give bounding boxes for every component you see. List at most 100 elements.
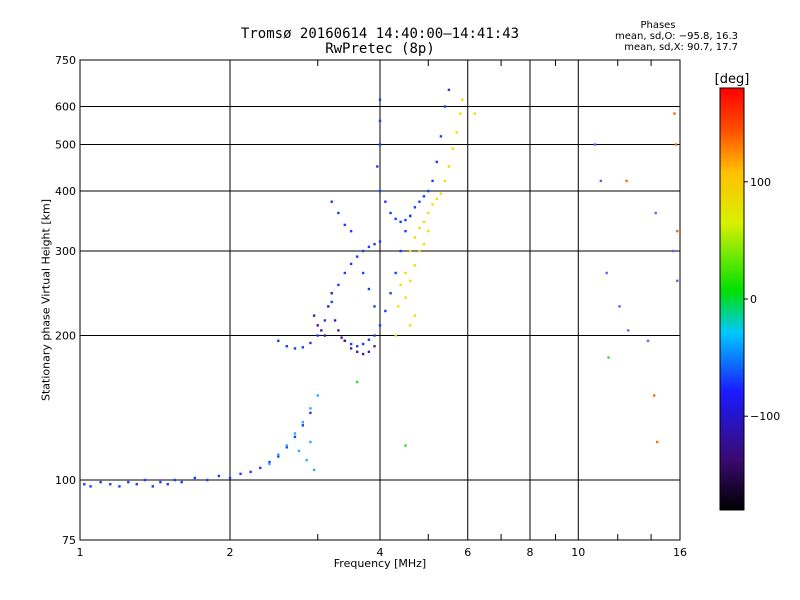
colorbar-unit-label: [deg] (715, 72, 750, 87)
data-point (676, 279, 679, 283)
data-point (239, 472, 242, 476)
data-point (394, 334, 397, 337)
data-point (404, 218, 407, 222)
data-point (376, 165, 379, 168)
data-point (323, 319, 327, 322)
data-points (83, 88, 679, 488)
data-point (193, 476, 197, 480)
x-axis-ticks: 1 2 4 6 8 10 16 (77, 546, 688, 559)
data-point (439, 192, 443, 195)
y-tick-label: 75 (62, 534, 76, 547)
data-point (301, 424, 305, 427)
data-point (343, 271, 347, 275)
data-point (459, 112, 462, 115)
data-point (361, 271, 365, 275)
data-point (378, 240, 382, 243)
data-point (473, 112, 477, 115)
data-point (355, 345, 359, 348)
data-point (673, 112, 676, 115)
data-point (333, 319, 337, 322)
data-point (151, 485, 155, 488)
data-point (427, 189, 430, 193)
data-point (217, 474, 221, 478)
data-point (404, 229, 407, 233)
y-tick-label: 200 (55, 330, 76, 343)
data-point (293, 432, 297, 435)
data-point (399, 220, 402, 224)
data-point (355, 350, 359, 353)
data-point (118, 485, 121, 488)
data-point (378, 324, 382, 327)
data-point (443, 105, 447, 108)
data-point (301, 420, 305, 424)
data-point (277, 453, 280, 456)
data-point (312, 314, 316, 317)
data-point (399, 283, 402, 287)
data-point (349, 347, 353, 350)
x-axis-label: Frequency [MHz] (333, 557, 427, 570)
data-point (327, 305, 330, 308)
data-point (355, 380, 359, 384)
data-point (293, 347, 297, 350)
data-point (316, 324, 319, 327)
data-point (451, 147, 455, 150)
data-point (173, 478, 177, 482)
y-tick-label: 500 (55, 139, 76, 152)
data-point (605, 271, 608, 275)
data-point (413, 264, 417, 267)
colorbar-gradient (719, 87, 745, 511)
data-point (285, 444, 288, 447)
data-point (422, 220, 426, 224)
data-point (337, 283, 340, 287)
data-point (297, 449, 301, 453)
data-point (676, 229, 679, 233)
data-point (330, 200, 333, 203)
data-point (618, 305, 621, 308)
data-point (340, 336, 343, 339)
data-point (422, 195, 426, 198)
data-point (378, 189, 382, 193)
y-axis-label: Stationary phase Virtual Height [km] (39, 198, 53, 402)
data-point (655, 440, 659, 444)
data-point (461, 98, 464, 101)
data-point (309, 407, 312, 410)
data-point (301, 346, 305, 349)
data-point (349, 229, 353, 233)
data-point (394, 217, 397, 221)
data-point (367, 350, 371, 353)
chart-subtitle: RwPretec (8p) (325, 41, 435, 57)
data-point (309, 341, 312, 345)
y-tick-label: 100 (55, 474, 76, 487)
data-point (409, 249, 412, 253)
data-point (268, 462, 271, 466)
data-point (373, 334, 376, 337)
data-point (228, 476, 232, 480)
data-point (83, 483, 86, 486)
plot-frame (79, 59, 681, 541)
data-point (652, 394, 656, 397)
data-point (349, 342, 353, 346)
data-point (109, 483, 112, 486)
data-point (654, 211, 657, 215)
data-point (435, 160, 438, 164)
data-point (316, 334, 319, 337)
colorbar-tick-label: −100 (750, 410, 780, 423)
data-point (394, 271, 397, 275)
y-tick-label: 750 (55, 54, 76, 67)
data-point (268, 460, 271, 464)
data-point (418, 249, 421, 253)
data-point (309, 440, 312, 444)
data-point (305, 458, 308, 462)
grid-lines (80, 60, 680, 540)
data-point (349, 262, 353, 266)
x-tick-label: 2 (227, 546, 234, 559)
colorbar: 100 0 −100 [deg] (715, 72, 780, 511)
phase-heading: Phases (640, 20, 676, 31)
data-point (418, 200, 421, 203)
data-point (427, 211, 430, 215)
data-point (361, 342, 365, 346)
data-point (455, 131, 458, 134)
data-point (378, 98, 382, 101)
data-point (285, 345, 288, 348)
data-point (409, 324, 412, 327)
